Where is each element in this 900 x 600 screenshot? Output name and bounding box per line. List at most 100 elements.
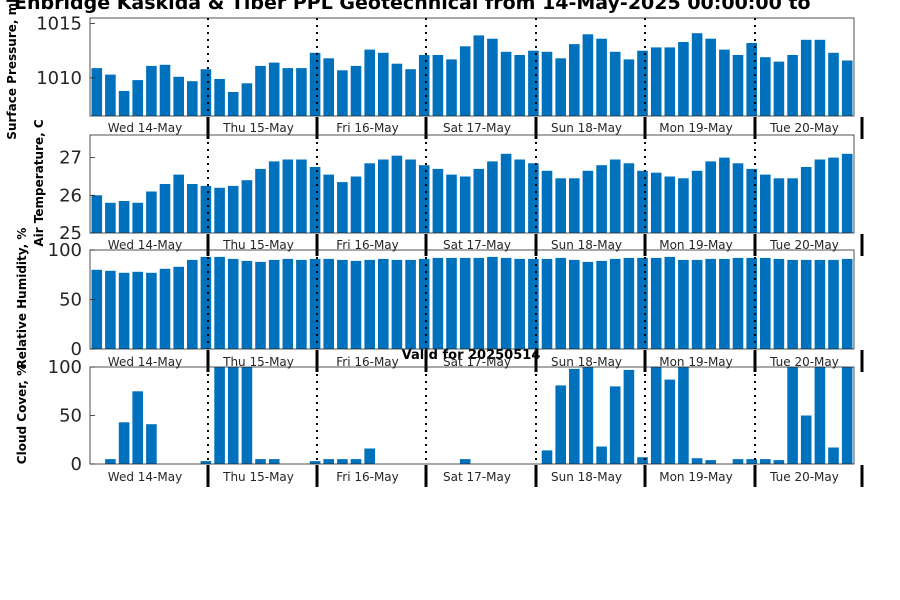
bar <box>569 178 580 233</box>
bar <box>555 257 566 349</box>
day-label: Tue 20-May <box>769 121 839 135</box>
y-tick-label: 100 <box>48 240 82 261</box>
bar <box>268 62 280 116</box>
bar <box>227 92 239 116</box>
bar <box>309 258 321 349</box>
bar <box>405 69 416 116</box>
bar <box>173 76 184 116</box>
bar <box>637 170 648 233</box>
bar <box>473 168 485 233</box>
bar <box>105 74 116 116</box>
bar <box>787 259 798 349</box>
day-label: Tue 20-May <box>769 355 839 369</box>
bar <box>323 174 334 233</box>
bar <box>650 367 662 464</box>
bar <box>432 55 444 116</box>
bar <box>678 178 689 233</box>
bar <box>609 258 621 349</box>
bar <box>623 257 635 349</box>
bar <box>173 266 184 349</box>
bar <box>664 176 676 233</box>
bar <box>296 68 307 116</box>
bar <box>241 367 253 464</box>
bar <box>323 58 334 116</box>
bar <box>705 161 716 233</box>
bar <box>459 46 471 116</box>
bar <box>323 459 334 464</box>
bar <box>146 424 157 464</box>
bar <box>323 258 334 349</box>
bar <box>528 50 539 117</box>
bar <box>159 64 171 116</box>
bar <box>814 39 826 116</box>
bar <box>241 180 253 233</box>
bar <box>364 163 375 233</box>
bar <box>227 367 239 464</box>
bar <box>118 201 130 233</box>
axes-frame <box>89 17 855 117</box>
day-label: Sat 17-May <box>443 470 511 484</box>
bar <box>760 459 771 464</box>
bar <box>350 65 362 116</box>
day-label: Wed 14-May <box>108 355 182 369</box>
chart-title: Enbridge Kaskida & Tiber PPL Geotechnica… <box>14 0 811 14</box>
bar <box>691 259 703 349</box>
bar <box>719 157 730 233</box>
y-tick-label: 26 <box>59 185 82 206</box>
bar <box>378 159 389 233</box>
bar <box>500 51 512 116</box>
bar <box>364 448 375 464</box>
bar <box>541 170 553 233</box>
panel-0: 1010 1015 Wed 14-May Thu 15-May Fri 16-May Sa… <box>5 0 864 140</box>
bar <box>841 153 853 233</box>
bar <box>760 57 771 116</box>
day-label: Fri 16-May <box>336 238 399 252</box>
axes-frame <box>89 366 855 465</box>
day-label: Fri 16-May <box>336 355 399 369</box>
bar <box>214 79 225 116</box>
bar <box>255 168 266 233</box>
bar <box>200 256 212 349</box>
bar <box>487 256 498 349</box>
bar <box>514 55 525 116</box>
bar <box>664 256 676 349</box>
bar <box>746 459 757 464</box>
y-tick-label: 100 <box>48 357 82 378</box>
bar <box>268 259 280 349</box>
bar <box>623 59 635 116</box>
bar <box>650 172 662 233</box>
y-axis-label: Surface Pressure, mb <box>5 0 19 140</box>
bar <box>828 52 839 116</box>
day-label: Mon 19-May <box>659 238 733 252</box>
bar <box>241 83 253 116</box>
bar <box>596 38 607 117</box>
bar <box>337 259 348 349</box>
bar <box>146 65 157 116</box>
bar <box>214 256 225 349</box>
bar <box>187 184 198 233</box>
bar <box>732 459 744 464</box>
bar <box>173 174 184 233</box>
day-label: Sat 17-May <box>443 355 511 369</box>
bar <box>596 165 607 233</box>
y-tick-label: 0 <box>71 339 82 360</box>
bar <box>800 259 812 349</box>
bar <box>473 257 485 349</box>
bar <box>705 460 716 464</box>
bar <box>705 258 716 349</box>
day-label: Wed 14-May <box>108 121 182 135</box>
bar <box>773 460 785 464</box>
panel-1: 25 26 27 Wed 14-May Thu 15-May Fri 16-May Sat … <box>32 119 864 256</box>
bar <box>159 184 171 233</box>
day-label: Sun 18-May <box>551 355 622 369</box>
bar <box>650 257 662 349</box>
bar <box>309 52 321 116</box>
bar <box>732 257 744 349</box>
bar <box>405 259 416 349</box>
bar <box>296 259 307 349</box>
bar <box>132 271 143 349</box>
bar <box>91 68 103 116</box>
bar <box>459 459 471 464</box>
y-tick-label: 50 <box>59 406 82 427</box>
